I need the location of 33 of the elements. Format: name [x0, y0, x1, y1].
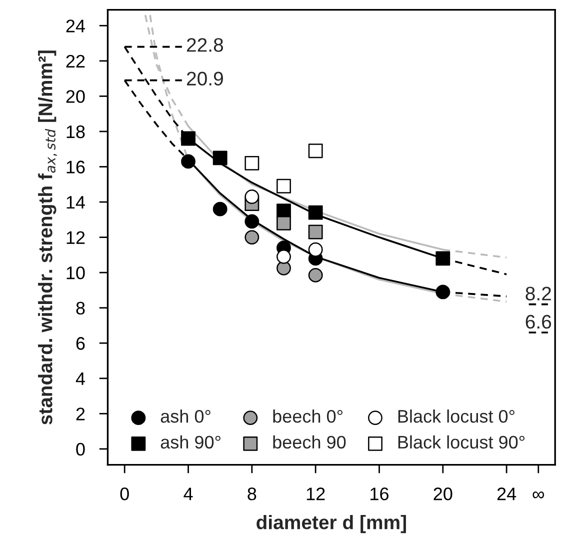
y-tick-label: 18 — [66, 125, 85, 138]
x-tick-label: 12 — [306, 488, 325, 500]
y-tick-label: 8 — [76, 302, 85, 315]
x-tick-label: 0 — [120, 488, 129, 500]
annotation: 20.9 — [186, 72, 223, 86]
annotation: 8.2 — [526, 286, 551, 300]
x-tick-label: ∞ — [532, 491, 544, 498]
y-tick-label: 20 — [66, 90, 85, 103]
annotation: 22.8 — [186, 38, 224, 52]
y-axis-title: standard. withdr. strength f$_{ax,std}$ [N/mm²] — [38, 50, 57, 425]
y-tick-label: 2 — [76, 408, 85, 420]
legend-label: beech 0° — [273, 409, 342, 423]
legend-label: beech 90 — [273, 435, 346, 449]
annotation: 6.6 — [526, 314, 552, 329]
y-tick-label: 0 — [76, 442, 85, 456]
y-tick-label: 10 — [66, 266, 85, 280]
y-tick-label: 12 — [66, 231, 85, 244]
x-axis-title: diameter d [mm] — [256, 514, 406, 534]
y-tick-label: 16 — [66, 160, 85, 174]
y-tick-label: 4 — [76, 372, 85, 385]
x-tick-label: 20 — [434, 488, 452, 500]
y-tick-label: 14 — [66, 196, 85, 209]
x-tick-label: 4 — [184, 488, 193, 500]
x-tick-label: 8 — [248, 488, 256, 500]
x-tick-label: 24 — [497, 488, 516, 500]
legend-label: Black locust 0° — [398, 409, 514, 423]
legend-label: Black locust 90° — [398, 435, 524, 449]
y-tick-label: 24 — [66, 20, 85, 32]
y-tick-label: 6 — [76, 337, 85, 350]
y-tick-label: 22 — [66, 54, 85, 68]
legend-label: ash 90° — [160, 435, 220, 449]
legend-label: ash 0° — [160, 409, 210, 423]
x-tick-label: 16 — [370, 488, 388, 500]
